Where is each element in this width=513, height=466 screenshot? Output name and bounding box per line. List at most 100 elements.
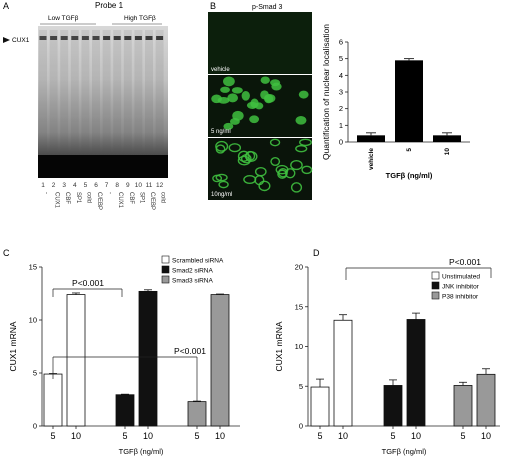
cell-outline: [299, 138, 312, 147]
bar: [115, 394, 135, 427]
gel-band: [81, 36, 89, 40]
gel-lane: [113, 30, 122, 155]
y-tick-label: 15: [295, 302, 303, 311]
cell-outline: [228, 143, 242, 153]
legend-label: JNK inhibitor: [442, 284, 480, 291]
x-tick-label: 5: [406, 148, 413, 152]
cell-outline: [277, 169, 288, 179]
cell-outline: [215, 173, 228, 182]
cells-10ng: [212, 138, 313, 193]
lane-number: 8: [115, 182, 119, 189]
cell-nucleus: [298, 90, 309, 99]
y-tick-label: 5: [339, 54, 343, 63]
x-tick-label: 5: [460, 431, 465, 441]
gel-lane: [70, 30, 79, 155]
bar: [43, 373, 63, 427]
x-tick-label: 10: [338, 431, 348, 441]
x-axis-label: TGFβ (ng/ml): [119, 447, 164, 456]
y-tick-label: 5: [299, 382, 303, 391]
cell-nucleus: [223, 122, 234, 130]
gel-lanes: [39, 30, 164, 155]
cell-nucleus: [211, 94, 222, 104]
x-tick-label: 5: [122, 431, 127, 441]
bar: [187, 401, 207, 427]
x-tick-label: 10: [143, 431, 153, 441]
bar: [395, 60, 423, 143]
bar: [383, 385, 403, 427]
gel-title: Probe 1: [95, 1, 124, 10]
cell-nucleus: [271, 82, 282, 91]
gel-lane: [155, 30, 164, 155]
gel-lane: [60, 30, 69, 155]
lane-number: 9: [126, 182, 130, 189]
cell-nucleus: [260, 76, 270, 84]
cell-nucleus: [232, 110, 244, 121]
cell-nucleus: [246, 101, 258, 109]
gel-band: [92, 36, 100, 40]
band-label: CUX1: [12, 37, 30, 44]
x-tick-label: 10: [71, 431, 81, 441]
bar: [357, 135, 385, 142]
legend-swatch: [161, 255, 170, 264]
lane-label: C/EBP: [96, 192, 102, 210]
panel-label-d: D: [313, 248, 320, 258]
lane-label: cold: [160, 192, 166, 203]
x-tick-label: 10: [411, 431, 421, 441]
image-label-vehicle: vehicle: [211, 67, 230, 73]
lane-label: CUX1: [117, 192, 123, 209]
micro-title: p-Smad 3: [252, 4, 282, 11]
bar: [476, 373, 496, 427]
cell-nucleus: [227, 93, 239, 103]
x-tick-label: 5: [317, 431, 322, 441]
lane-number: 7: [105, 182, 109, 189]
gel-band: [113, 36, 121, 40]
cell-outline: [290, 159, 303, 171]
cell-nucleus: [241, 90, 250, 101]
bar: [433, 135, 461, 142]
gel-lane: [123, 30, 132, 155]
cell-outline: [218, 180, 229, 189]
legend-swatch: [161, 275, 170, 284]
lane-number: 4: [73, 182, 77, 189]
gel-band: [145, 36, 153, 40]
gel-band: [39, 36, 47, 40]
bar: [406, 319, 426, 427]
panel-b: p-Smad 3 vehicle 5 ng/ml 10ng/ml: [208, 4, 313, 200]
panel-label-c: C: [3, 248, 10, 258]
y-tick-label: 4: [339, 71, 343, 80]
cell-outline: [270, 157, 281, 166]
cell-outline: [258, 180, 271, 192]
x-tick-label: 10: [481, 431, 491, 441]
cell-outline: [295, 144, 308, 153]
bar: [210, 294, 230, 427]
gel-band: [156, 36, 164, 40]
cell-nucleus: [231, 87, 243, 94]
bar: [66, 294, 86, 427]
panel-label-a: A: [3, 1, 9, 11]
group-high-label: High TGFβ: [124, 15, 156, 22]
cells-5ng: [211, 76, 309, 130]
cell-nucleus: [223, 76, 235, 87]
cell-outline: [240, 153, 252, 164]
panel-a: Probe 1 Low TGFβ High TGFβ CUX1 1-2CUX13…: [3, 1, 168, 210]
legend-label: Unstimulated: [442, 274, 480, 281]
cell-outline: [269, 138, 281, 147]
legend-label: Smad3 siRNA: [172, 278, 213, 285]
lane-number: 11: [146, 182, 153, 189]
lane-label: -: [43, 192, 49, 194]
gel-lane: [134, 30, 143, 155]
gel-band: [134, 36, 142, 40]
gel-lane: [102, 30, 111, 155]
legend-label: Smad2 siRNA: [172, 268, 213, 275]
lane-label: -: [107, 192, 113, 194]
legend-label: Scrambled siRNA: [172, 258, 224, 265]
image-label-5ng: 5 ng/ml: [211, 129, 231, 135]
gel-lane: [39, 30, 47, 155]
x-tick-label: 5: [390, 431, 395, 441]
gel-lane: [145, 30, 153, 155]
y-tick-label: 0: [299, 422, 303, 431]
lane-labels: 1-2CUX13CBF4SP15cold6C/EBP7-8CUX19CBF10S…: [41, 182, 165, 210]
y-tick-label: 15: [29, 263, 37, 272]
y-tick-label: 0: [33, 422, 37, 431]
significance-label: P<0.001: [72, 278, 104, 288]
